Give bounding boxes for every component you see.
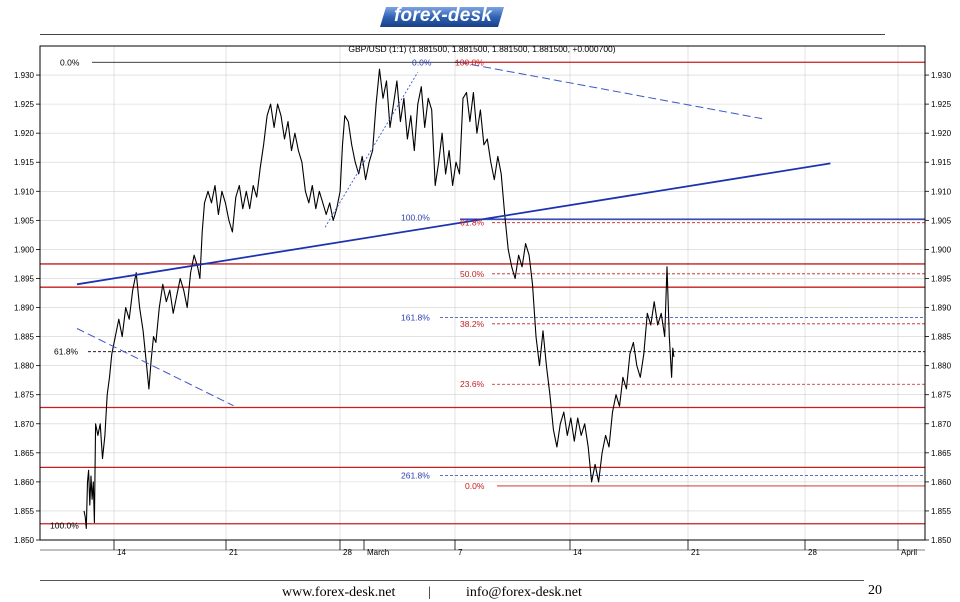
y-tick-label-left: 1.875 xyxy=(14,391,35,400)
y-tick-label-right: 1.925 xyxy=(931,100,952,109)
fib-label: 261.8% xyxy=(401,470,430,480)
chart-title: GBP/USD (1:1) (1.881500, 1.881500, 1.881… xyxy=(348,44,615,54)
fib-level-lines xyxy=(88,61,925,487)
x-tick-label: 21 xyxy=(229,548,238,557)
fib-label: 23.6% xyxy=(460,379,485,389)
y-tick-label-right: 1.890 xyxy=(931,304,952,313)
x-tick-label: 28 xyxy=(343,548,352,557)
x-axis-ticks: 14 21 28 March 7 14 21 28 April xyxy=(40,540,925,557)
x-tick-label: March xyxy=(367,548,389,557)
y-tick-label-left: 1.925 xyxy=(14,100,35,109)
y-tick-label-right: 1.905 xyxy=(931,216,952,225)
y-tick-label-right: 1.900 xyxy=(931,245,952,254)
y-tick-label-left: 1.895 xyxy=(14,274,35,283)
y-tick-label-left: 1.880 xyxy=(14,362,35,371)
y-tick-label-right: 1.920 xyxy=(931,129,952,138)
header-divider xyxy=(40,34,885,35)
y-tick-label-right: 1.915 xyxy=(931,158,952,167)
y-axis-ticks: 1.850 1.850 1.855 1.855 1.860 1.860 1.865 1.865… xyxy=(14,71,952,545)
y-tick-label-left: 1.900 xyxy=(14,245,35,254)
y-tick-label-right: 1.855 xyxy=(931,507,952,516)
x-tick-label: 7 xyxy=(458,548,463,557)
forex-desk-logo xyxy=(380,7,504,27)
x-tick-label: 14 xyxy=(117,548,126,557)
y-tick-label-left: 1.905 xyxy=(14,216,35,225)
y-tick-label-left: 1.910 xyxy=(14,187,35,196)
x-tick-label: 28 xyxy=(808,548,817,557)
y-tick-label-left: 1.850 xyxy=(14,536,35,545)
footer-separator: | xyxy=(428,585,431,600)
trendline xyxy=(324,71,419,228)
fib-label: 61.8% xyxy=(460,218,485,228)
logo-text: forex-desk xyxy=(393,5,493,26)
y-tick-label-left: 1.915 xyxy=(14,158,35,167)
y-tick-label-right: 1.870 xyxy=(931,420,952,429)
trendline xyxy=(76,162,831,286)
fib-labels: 0.0% 61.8% 100.0% 0.0% 100.0% 100.0% 61.8% 50.0… xyxy=(50,57,485,530)
y-tick-label-right: 1.910 xyxy=(931,187,952,196)
fib-label: 0.0% xyxy=(60,57,80,67)
fib-label: 100.0% xyxy=(455,57,484,67)
fib-label: 100.0% xyxy=(401,212,430,222)
y-tick-label-left: 1.870 xyxy=(14,420,35,429)
page-number: 20 xyxy=(868,583,882,598)
y-tick-label-right: 1.850 xyxy=(931,536,952,545)
footer-website-link[interactable]: www.forex-desk.net xyxy=(282,585,396,600)
y-tick-label-left: 1.890 xyxy=(14,304,35,313)
trendline xyxy=(459,61,763,120)
y-tick-label-right: 1.930 xyxy=(931,71,952,80)
footer-divider xyxy=(40,580,864,581)
series-lines xyxy=(76,61,831,529)
fib-label: 100.0% xyxy=(50,520,79,530)
x-tick-label: 21 xyxy=(691,548,700,557)
fib-label: 61.8% xyxy=(54,347,79,357)
price-chart: 1.850 1.850 1.855 1.855 1.860 1.860 1.865 1.865… xyxy=(14,44,952,557)
plot-frame xyxy=(39,45,926,541)
y-tick-label-left: 1.930 xyxy=(14,71,35,80)
y-tick-label-right: 1.860 xyxy=(931,478,952,487)
x-tick-label: April xyxy=(901,548,917,557)
fib-label: 38.2% xyxy=(460,319,485,329)
y-tick-label-right: 1.875 xyxy=(931,391,952,400)
y-tick-label-left: 1.865 xyxy=(14,449,35,458)
fib-label: 161.8% xyxy=(401,312,430,322)
y-tick-label-left: 1.885 xyxy=(14,333,35,342)
fib-label: 0.0% xyxy=(412,57,432,67)
grid xyxy=(40,46,925,541)
fib-label: 50.0% xyxy=(460,269,485,279)
y-tick-label-right: 1.880 xyxy=(931,362,952,371)
x-tick-label: 14 xyxy=(573,548,582,557)
price-series-line xyxy=(83,68,675,529)
trendline xyxy=(76,328,234,407)
y-tick-label-right: 1.885 xyxy=(931,333,952,342)
y-tick-label-left: 1.855 xyxy=(14,507,35,516)
horizontal-levels xyxy=(40,61,925,525)
footer-email-link[interactable]: info@forex-desk.net xyxy=(466,585,582,600)
y-tick-label-right: 1.865 xyxy=(931,449,952,458)
y-tick-label-left: 1.920 xyxy=(14,129,35,138)
fib-label: 0.0% xyxy=(465,481,485,491)
y-tick-label-left: 1.860 xyxy=(14,478,35,487)
y-tick-label-right: 1.895 xyxy=(931,274,952,283)
